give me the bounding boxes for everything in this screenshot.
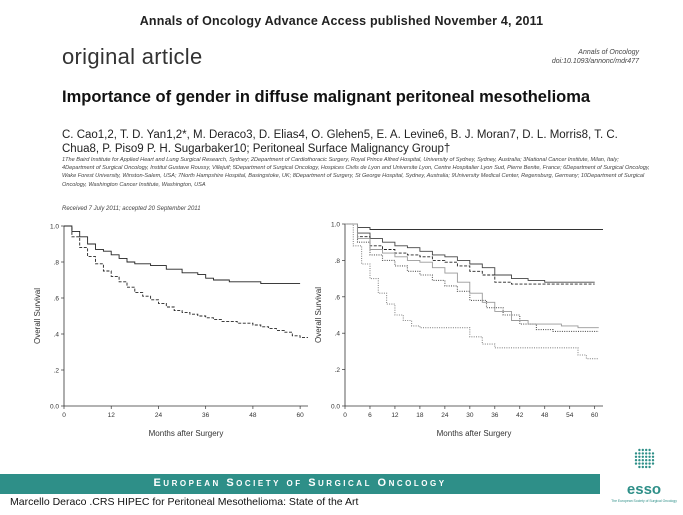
y-tick-label: .2 (335, 367, 341, 374)
footer-society-name: European Society of Surgical Oncology (153, 477, 447, 489)
x-axis-label: Months after Surgery (149, 429, 224, 438)
x-tick-label: 60 (297, 412, 305, 419)
x-tick-label: 12 (108, 412, 116, 419)
journal-doi: doi:10.1093/annonc/mdr477 (551, 58, 639, 65)
logo-dot (645, 452, 648, 455)
logo-dot (645, 459, 648, 462)
logo-dot (638, 459, 641, 462)
y-tick-label: 1.0 (331, 222, 340, 229)
logo-dot (648, 448, 651, 452)
logo-dot (634, 462, 638, 465)
y-tick-label: 0.0 (50, 404, 59, 411)
logo-dot (641, 465, 644, 469)
logo-dot (651, 455, 655, 458)
survival-curve-5 (345, 223, 599, 329)
journal-header: Annals of Oncology Advance Access publis… (139, 14, 544, 28)
logo-dot (651, 462, 655, 465)
survival-curve-6 (345, 223, 599, 360)
x-tick-label: 30 (466, 412, 474, 419)
article-title: Importance of gender in diffuse malignan… (62, 88, 591, 106)
survival-curve-2 (345, 223, 595, 283)
logo-dot (651, 459, 655, 462)
footer-bar (0, 474, 600, 494)
esso-logo-icon: esso The European Society of Surgical On… (611, 448, 677, 503)
logo-dot (645, 465, 648, 469)
x-tick-label: 36 (491, 412, 499, 419)
x-tick-label: 54 (566, 412, 574, 419)
logo-dot (645, 462, 648, 465)
survival-curve-1 (345, 223, 603, 230)
x-tick-label: 60 (591, 412, 599, 419)
journal-name: Annals of Oncology (578, 49, 639, 56)
x-tick-label: 24 (441, 412, 449, 419)
logo-dot (648, 455, 651, 458)
logo-dot (648, 452, 651, 455)
logo-dot (641, 455, 644, 458)
x-tick-label: 0 (343, 412, 347, 419)
logo-dot (641, 452, 644, 455)
y-axis-label: Overall Survival (315, 287, 323, 343)
logo-dot (645, 455, 648, 458)
journal-citation: Annals of Oncology doi:10.1093/annonc/md… (552, 48, 639, 66)
y-axis-label: Overall Survival (33, 288, 42, 344)
section-label: original article (62, 44, 203, 69)
logo-dot (638, 455, 641, 458)
y-tick-label: 0.0 (331, 404, 340, 411)
logo-dot (634, 455, 638, 458)
logo-dot (638, 465, 641, 469)
received-date: Received 7 July 2011; accepted 20 Septem… (62, 206, 201, 212)
logo-dot (645, 448, 648, 452)
survival-curve-2 (64, 225, 308, 339)
x-tick-label: 48 (249, 412, 257, 419)
logo-dot (641, 448, 644, 452)
y-tick-label: .4 (54, 332, 60, 339)
x-tick-label: 6 (368, 412, 372, 419)
y-tick-label: .6 (335, 294, 341, 301)
esso-logo-subtext: The European Society of Surgical Oncolog… (611, 499, 677, 503)
x-axis-label: Months after Surgery (437, 429, 512, 438)
logo-dot (648, 465, 651, 469)
y-tick-label: .4 (335, 331, 341, 338)
y-tick-label: .2 (54, 368, 60, 375)
esso-logo: esso The European Society of Surgical On… (606, 444, 683, 510)
survival-curve-4 (345, 223, 599, 332)
x-tick-label: 18 (416, 412, 424, 419)
logo-dot (641, 459, 644, 462)
logo-dot (634, 452, 638, 455)
logo-dot (638, 448, 641, 452)
logo-dot (638, 462, 641, 465)
logo-dot (648, 462, 651, 465)
y-tick-label: 1.0 (50, 224, 59, 231)
esso-logo-text: esso (627, 481, 661, 498)
x-tick-label: 12 (391, 412, 399, 419)
x-tick-label: 42 (516, 412, 524, 419)
logo-dot (638, 452, 641, 455)
x-tick-label: 24 (155, 412, 163, 419)
logo-dot (641, 462, 644, 465)
y-tick-label: .8 (54, 260, 60, 267)
survival-curve-3 (345, 223, 595, 285)
x-tick-label: 36 (202, 412, 210, 419)
x-tick-label: 0 (62, 412, 66, 419)
slide-caption: Marcello Deraco .CRS HIPEC for Peritonea… (10, 496, 359, 508)
survival-chart-left: 0.0 .2 .4 .6 .8 1.0 0 12 24 36 48 60 Months after Su… (33, 224, 308, 438)
author-list: C. Cao1,2, T. D. Yan1,2*, M. Deraco3, D.… (62, 129, 618, 155)
affiliations: 1The Baird Institute for Applied Heart a… (62, 157, 650, 188)
survival-chart-right: 0.0 .2 .4 .6 .8 1.0 0 6 12 18 24 30 36 42 48 54 60 Months… (315, 222, 603, 438)
logo-dot (634, 459, 638, 462)
y-tick-label: .8 (335, 258, 341, 265)
y-tick-label: .6 (54, 296, 60, 303)
x-tick-label: 48 (541, 412, 549, 419)
logo-dot (651, 452, 655, 455)
logo-dot (648, 459, 651, 462)
survival-curve-1 (64, 225, 301, 285)
